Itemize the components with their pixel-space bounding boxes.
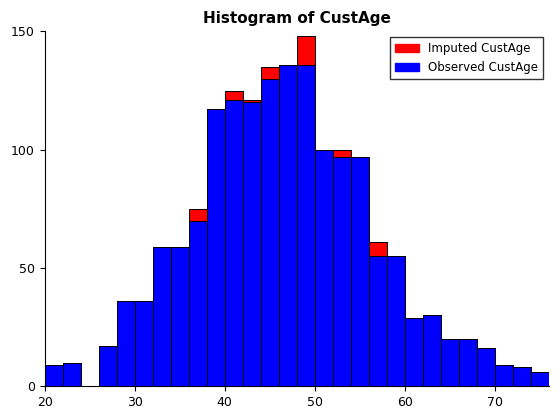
Bar (225, 100, 243, 386)
Bar (171, 247, 189, 386)
Bar (171, 247, 189, 386)
Bar (387, 256, 405, 386)
Bar (45, 365, 63, 386)
Bar (513, 367, 531, 386)
Bar (63, 362, 81, 386)
Bar (135, 301, 153, 386)
Bar (207, 110, 225, 386)
Bar (99, 346, 116, 386)
Bar (99, 346, 116, 386)
Bar (477, 348, 495, 386)
Bar (243, 100, 261, 386)
Bar (333, 150, 351, 386)
Bar (45, 365, 63, 386)
Bar (63, 362, 81, 386)
Bar (189, 220, 207, 386)
Bar (116, 301, 135, 386)
Bar (405, 318, 423, 386)
Bar (459, 339, 477, 386)
Bar (243, 102, 261, 386)
Bar (351, 157, 369, 386)
Bar (189, 209, 207, 386)
Bar (207, 110, 225, 386)
Bar (297, 36, 315, 386)
Bar (441, 339, 459, 386)
Bar (116, 301, 135, 386)
Bar (369, 242, 387, 386)
Bar (459, 339, 477, 386)
Bar (351, 157, 369, 386)
Bar (369, 256, 387, 386)
Bar (531, 372, 549, 386)
Legend: Imputed CustAge, Observed CustAge: Imputed CustAge, Observed CustAge (390, 37, 543, 79)
Bar (261, 79, 279, 386)
Bar (333, 157, 351, 386)
Bar (477, 348, 495, 386)
Bar (423, 315, 441, 386)
Bar (225, 91, 243, 386)
Bar (495, 365, 513, 386)
Bar (153, 247, 171, 386)
Bar (387, 256, 405, 386)
Bar (513, 367, 531, 386)
Bar (279, 65, 297, 386)
Bar (423, 315, 441, 386)
Bar (441, 339, 459, 386)
Bar (315, 150, 333, 386)
Bar (495, 365, 513, 386)
Title: Histogram of CustAge: Histogram of CustAge (203, 11, 391, 26)
Bar (279, 65, 297, 386)
Bar (315, 150, 333, 386)
Bar (135, 301, 153, 386)
Bar (153, 247, 171, 386)
Bar (405, 318, 423, 386)
Bar (531, 372, 549, 386)
Bar (261, 67, 279, 386)
Bar (297, 65, 315, 386)
